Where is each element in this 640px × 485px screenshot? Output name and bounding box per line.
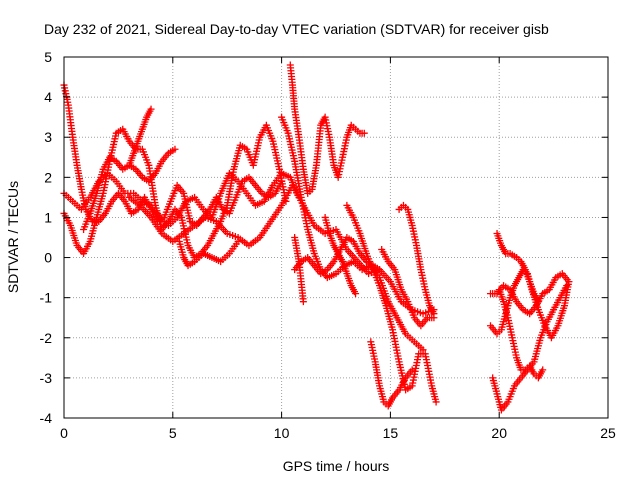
- data-point: [147, 105, 155, 113]
- series-arc-l: [321, 213, 360, 298]
- x-tick-label: 15: [383, 425, 399, 441]
- x-tick-label: 5: [169, 425, 177, 441]
- data-point: [430, 310, 438, 318]
- x-axis-label: GPS time / hours: [283, 458, 390, 474]
- series-arc-e: [125, 105, 155, 169]
- data-point: [408, 366, 416, 374]
- data-points: [60, 61, 573, 414]
- data-point: [432, 398, 440, 406]
- series-arc-n: [367, 338, 416, 410]
- y-tick-label: 3: [44, 129, 52, 145]
- y-tick-label: 2: [44, 169, 52, 185]
- series-arc-c: [60, 169, 303, 229]
- x-tick-label: 10: [274, 425, 290, 441]
- plot-frame: [63, 56, 609, 419]
- data-point: [352, 290, 360, 298]
- data-point: [565, 278, 573, 286]
- y-tick-label: 4: [44, 89, 52, 105]
- y-tick-label: -3: [40, 370, 53, 386]
- x-tick-label: 0: [60, 425, 68, 441]
- series-arc-g: [175, 238, 242, 270]
- y-tick-label: 1: [44, 209, 52, 225]
- chart-title: Day 232 of 2021, Sidereal Day-to-day VTE…: [44, 21, 549, 37]
- y-tick-label: -4: [40, 410, 53, 426]
- grid: [64, 57, 608, 418]
- data-point: [299, 298, 307, 306]
- series-arc-t: [493, 229, 542, 306]
- y-tick-label: 5: [44, 49, 52, 65]
- series-arc-m: [343, 201, 440, 406]
- x-tick-label: 25: [600, 425, 616, 441]
- data-point: [360, 129, 368, 137]
- series-arc-p: [395, 201, 438, 318]
- series-arc-k: [291, 234, 307, 306]
- data-point: [171, 145, 179, 153]
- series-arc-a: [60, 81, 286, 229]
- data-point: [539, 366, 547, 374]
- data-point: [234, 238, 242, 246]
- data-point: [563, 282, 571, 290]
- data-point: [376, 266, 384, 274]
- y-tick-label: -2: [40, 330, 53, 346]
- y-tick-label: -1: [40, 290, 53, 306]
- x-tick-label: 20: [491, 425, 507, 441]
- series-arc-i: [286, 61, 368, 197]
- series-arc-h: [278, 113, 427, 354]
- series-arc-d: [80, 145, 179, 233]
- y-tick-label: 0: [44, 250, 52, 266]
- data-point: [534, 298, 542, 306]
- series-arc-o: [378, 246, 438, 330]
- series-arc-u: [495, 286, 547, 382]
- series-arc-s: [489, 282, 571, 414]
- axis-ticks: 0 5 10 15 20 25 -4 -3 -2 -1 0 1 2 3 4 5: [40, 49, 616, 441]
- y-axis-label: SDTVAR / TECUs: [5, 181, 21, 293]
